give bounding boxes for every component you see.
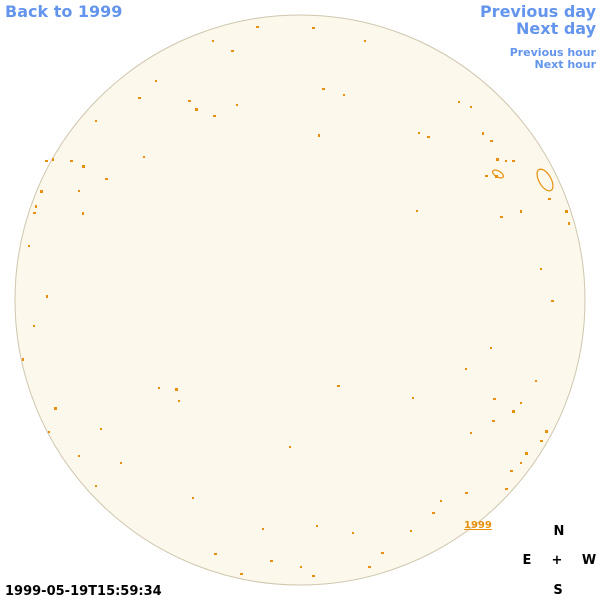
next-hour-link[interactable]: Next hour — [535, 58, 597, 71]
back-link[interactable]: Back to 1999 — [5, 2, 122, 21]
previous-day-link[interactable]: Previous day — [480, 2, 597, 21]
solar-disk — [14, 14, 586, 586]
region-link[interactable]: 1999 — [464, 520, 492, 531]
active-regions — [22, 26, 570, 577]
compass-north: N — [554, 524, 565, 539]
compass-south: S — [553, 583, 562, 598]
previous-hour-link[interactable]: Previous hour — [510, 46, 597, 59]
compass-center: + — [552, 553, 563, 568]
compass-west: W — [582, 553, 596, 568]
compass-east: E — [523, 553, 532, 568]
next-day-link[interactable]: Next day — [516, 19, 597, 38]
timestamp: 1999-05-19T15:59:34 — [5, 584, 162, 599]
